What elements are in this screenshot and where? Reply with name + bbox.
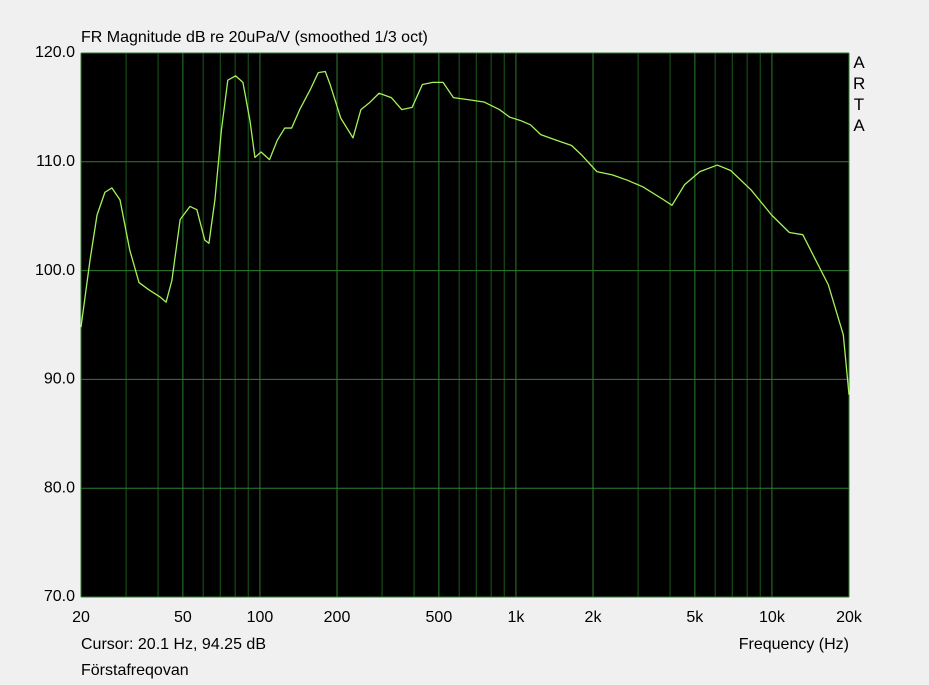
x-tick-label: 1k xyxy=(507,609,525,626)
y-tick-label: 90.0 xyxy=(44,371,75,388)
x-tick-label: 500 xyxy=(426,609,453,626)
cursor-readout: Cursor: 20.1 Hz, 94.25 dB xyxy=(81,636,266,653)
x-tick-label: 10k xyxy=(759,609,786,626)
x-tick-label: 100 xyxy=(247,609,274,626)
chart-title: FR Magnitude dB re 20uPa/V (smoothed 1/3… xyxy=(81,29,428,46)
x-tick-label: 5k xyxy=(686,609,704,626)
x-tick-label: 200 xyxy=(324,609,351,626)
y-tick-label: 110.0 xyxy=(36,153,75,170)
y-tick-label: 80.0 xyxy=(44,479,75,496)
x-tick-label: 20 xyxy=(72,609,90,626)
x-tick-label: 20k xyxy=(836,609,863,626)
y-tick-label: 100.0 xyxy=(35,262,75,279)
footer: Förstafreqovan xyxy=(81,662,189,679)
x-tick-label: 50 xyxy=(174,609,192,626)
y-tick-label: 120.0 xyxy=(35,44,75,61)
watermark: ARTA xyxy=(853,53,866,135)
y-tick-label: 70.0 xyxy=(44,588,75,605)
x-tick-label: 2k xyxy=(585,609,603,626)
x-axis-label: Frequency (Hz) xyxy=(739,636,849,653)
plot-area xyxy=(81,53,849,597)
response-line xyxy=(80,70,850,395)
